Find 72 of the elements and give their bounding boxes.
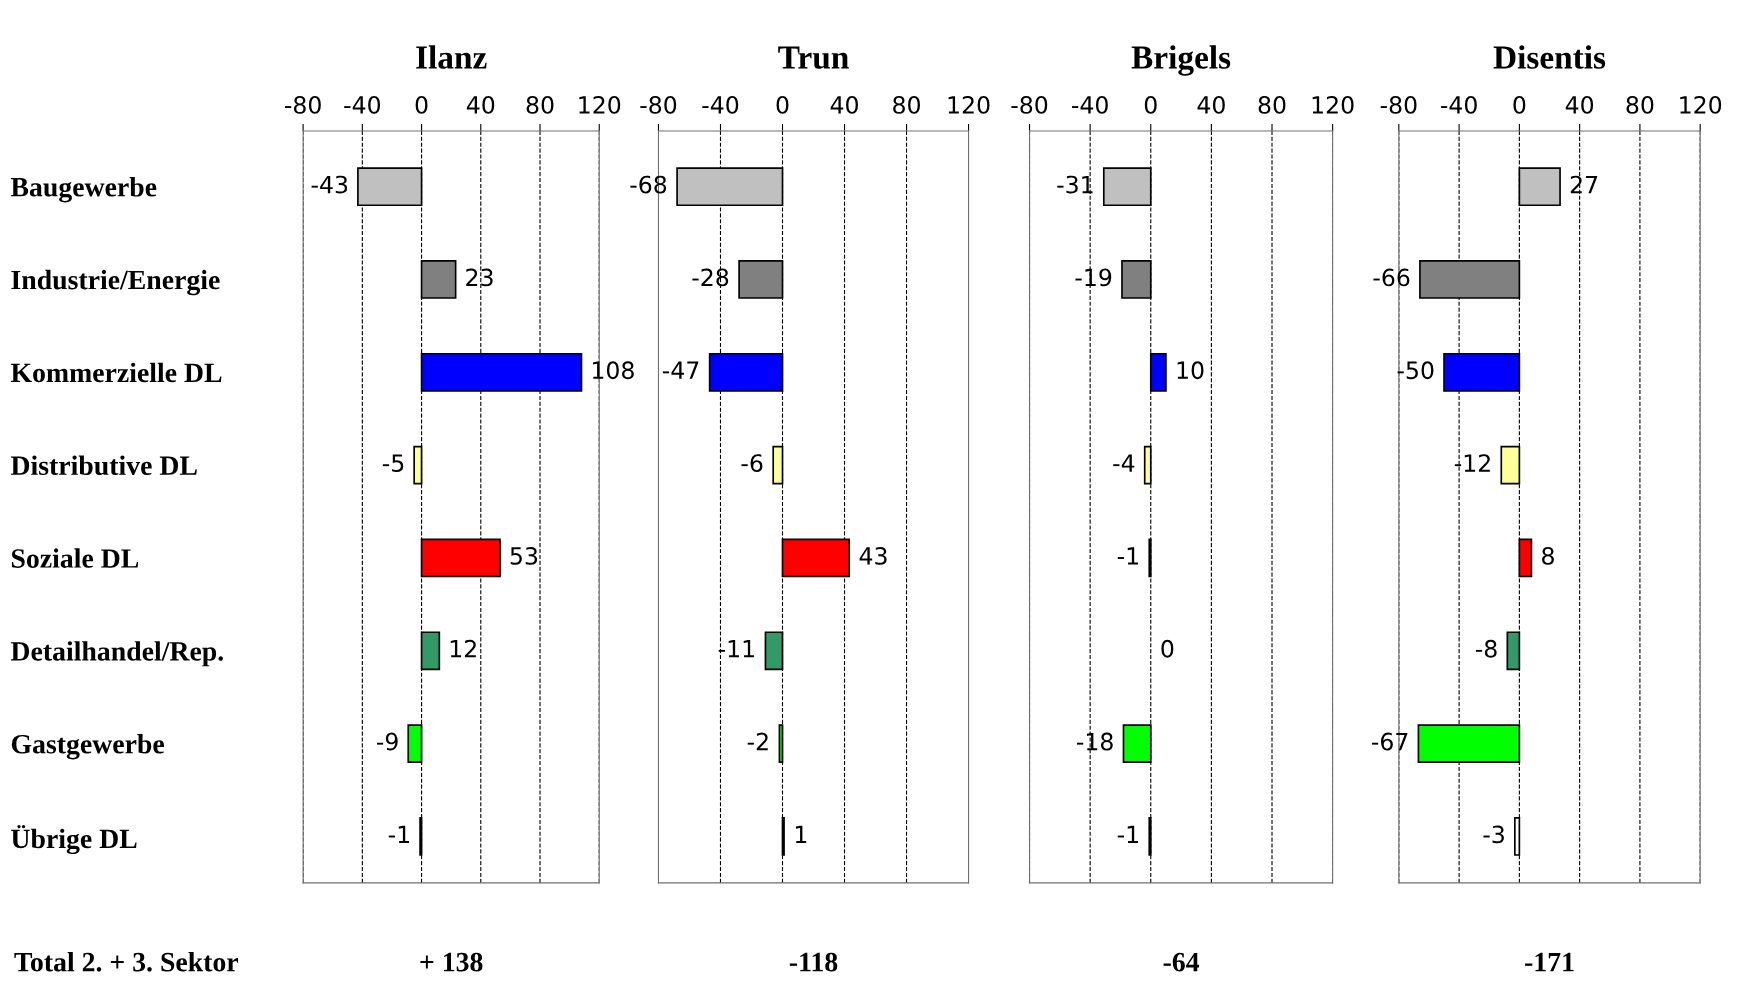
y-tick-label: Soziale DL (11, 548, 139, 568)
x-tick-label: 80 (893, 96, 920, 114)
data-label: 1 (795, 825, 807, 843)
data-label: 0 (1161, 639, 1174, 658)
data-label: -28 (692, 268, 729, 287)
data-label: 10 (1177, 361, 1204, 380)
data-label: 53 (510, 546, 538, 565)
data-label: 8 (1542, 546, 1554, 565)
data-label: -43 (311, 175, 348, 194)
x-tick-label: -80 (640, 96, 677, 114)
data-label: -66 (1373, 268, 1410, 287)
y-tick-label: Kommerzielle DL (10, 362, 222, 383)
data-label: 23 (466, 268, 493, 287)
x-tick-label: 0 (1513, 96, 1526, 114)
y-tick-label: Übrige DL (11, 824, 137, 855)
data-label: 43 (859, 546, 887, 565)
x-tick-label: 40 (830, 96, 858, 114)
x-tick-label: 80 (1258, 96, 1286, 114)
x-tick-label: -40 (344, 96, 381, 114)
x-tick-label: 80 (1626, 96, 1654, 114)
data-label: -18 (1076, 732, 1113, 751)
text: Total 2. + 3. Sektor (14, 951, 239, 972)
data-label: -19 (1075, 268, 1112, 287)
text: -118 (789, 952, 838, 972)
x-tick-label: 120 (948, 96, 990, 114)
x-tick-label: 120 (1680, 96, 1722, 114)
data-label: -1 (1117, 825, 1138, 843)
y-tick-label: Distributive DL (10, 455, 197, 476)
x-tick-label: -40 (1072, 96, 1108, 114)
x-tick-label: 0 (1144, 96, 1157, 114)
data-label: 108 (592, 361, 634, 380)
chart-title: Trun (778, 46, 849, 69)
text: -64 (1163, 952, 1200, 972)
chart-title: Ilanz (416, 45, 487, 69)
x-tick-label: -40 (1440, 96, 1477, 114)
x-tick-label: 80 (526, 96, 554, 114)
x-tick-label: -40 (702, 96, 739, 114)
data-label: -11 (718, 640, 754, 658)
data-label: -67 (1371, 732, 1408, 751)
data-label: -31 (1057, 175, 1093, 194)
chart-title: Disentis (1493, 45, 1606, 69)
data-label: 12 (450, 639, 476, 658)
text: -171 (1525, 952, 1574, 972)
x-tick-label: 0 (776, 96, 789, 114)
data-label: -1 (1117, 547, 1138, 565)
data-label: -12 (1454, 454, 1490, 472)
data-label: -50 (1397, 361, 1434, 380)
x-tick-label: 120 (579, 96, 621, 114)
y-tick-label: Gastgewerbe (11, 734, 164, 760)
y-tick-label: Industrie/Energie (11, 269, 220, 296)
data-label: -8 (1475, 639, 1497, 658)
data-label: -3 (1483, 825, 1504, 844)
data-label: -6 (741, 454, 763, 472)
x-tick-label: 40 (1565, 96, 1594, 114)
x-tick-label: 120 (1312, 96, 1354, 114)
data-label: -47 (662, 361, 699, 379)
y-tick-label: Baugewerbe (10, 177, 157, 203)
chart-title: Brigels (1131, 45, 1231, 76)
data-label: -2 (747, 732, 768, 751)
x-tick-label: -80 (284, 96, 321, 114)
text: + 138 (420, 952, 483, 972)
data-label: -4 (1113, 454, 1135, 472)
data-label: 27 (1570, 175, 1598, 194)
x-tick-label: 40 (1197, 96, 1225, 114)
y-tick-label: Detailhandel/Rep. (10, 641, 223, 667)
data-label: -1 (388, 825, 410, 843)
data-label: -9 (376, 732, 398, 751)
x-tick-label: -80 (1011, 96, 1048, 114)
x-tick-label: 40 (466, 96, 495, 114)
x-tick-label: 0 (415, 96, 428, 114)
x-tick-label: -80 (1380, 96, 1417, 114)
data-label: -5 (382, 454, 404, 472)
